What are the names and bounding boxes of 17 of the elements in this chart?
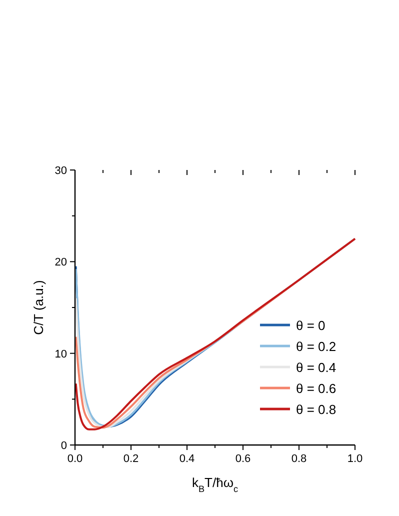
y-tick-label: 20 <box>54 256 67 269</box>
legend-label: θ = 0 <box>296 318 326 333</box>
y-axis-title: C/T (a.u.) <box>31 280 46 335</box>
y-tick-label: 0 <box>60 440 67 452</box>
legend-label: θ = 0.4 <box>296 360 336 375</box>
y-tick-label: 10 <box>54 348 67 360</box>
x-tick-label: 0.0 <box>67 453 83 465</box>
x-tick-label: 0.8 <box>291 453 307 465</box>
y-tick-label: 30 <box>54 165 67 177</box>
x-tick-label: 0.6 <box>235 453 251 465</box>
x-tick-label: 1.0 <box>347 453 363 465</box>
x-axis-title: k$_{B}$T/ħω$_{c}$ <box>192 475 238 494</box>
x-tick-label: 0.2 <box>123 453 139 465</box>
legend-label: θ = 0.6 <box>296 381 336 396</box>
legend-label: θ = 0.2 <box>296 339 336 354</box>
legend-label: θ = 0.8 <box>296 402 336 417</box>
x-tick-label: 0.4 <box>179 453 195 465</box>
